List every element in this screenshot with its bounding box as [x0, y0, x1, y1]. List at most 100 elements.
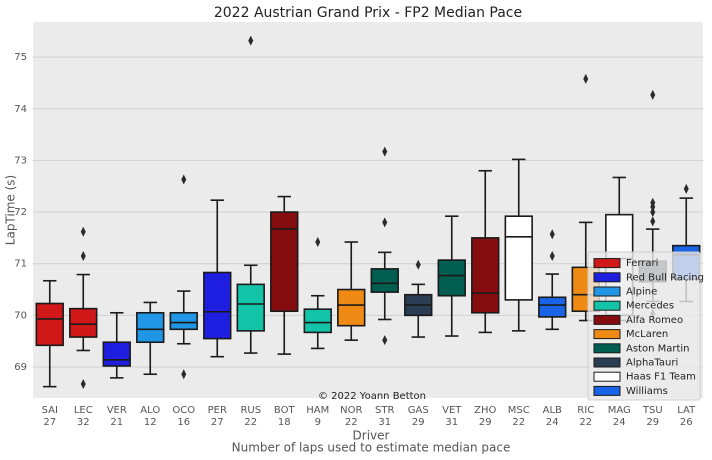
legend-swatch — [593, 300, 621, 311]
legend-swatch — [593, 371, 621, 382]
x-tick-sublabel: 27 — [211, 417, 224, 428]
outlier — [382, 335, 388, 346]
x-tick-sublabel: 32 — [77, 417, 90, 428]
legend-swatch — [593, 258, 621, 269]
outlier — [248, 35, 254, 46]
x-tick-label: LAT — [677, 405, 696, 416]
legend-swatch — [593, 329, 621, 340]
legend-label: Alfa Romeo — [626, 315, 683, 326]
x-tick-label: ZHO — [474, 405, 496, 416]
box — [303, 308, 332, 334]
box — [471, 237, 500, 314]
x-tick-sublabel: 22 — [345, 417, 358, 428]
legend: Ferrari Red Bull Racing Alpine Mercedes Alfa… — [587, 251, 704, 401]
x-tick-sublabel: 29 — [479, 417, 492, 428]
outlier — [181, 174, 187, 185]
outlier — [415, 259, 421, 270]
legend-label: Aston Martin — [626, 343, 690, 354]
outlier — [650, 89, 656, 100]
box — [504, 215, 533, 301]
outlier — [650, 207, 656, 218]
x-tick-label: VET — [442, 405, 462, 416]
legend-label: Ferrari — [626, 258, 658, 269]
outlier — [650, 216, 656, 227]
box — [136, 311, 165, 344]
box — [370, 268, 399, 293]
y-tick-label: 75 — [14, 52, 27, 63]
x-tick-sublabel: 22 — [244, 417, 257, 428]
legend-label: Williams — [626, 386, 668, 397]
box — [236, 283, 265, 332]
outlier — [549, 250, 555, 261]
x-axis-sublabel: Number of laps used to estimate median p… — [232, 441, 511, 455]
x-tick-label: OCO — [172, 405, 195, 416]
x-tick-sublabel: 31 — [445, 417, 458, 428]
outlier — [80, 379, 86, 390]
y-tick-label: 69 — [14, 362, 27, 373]
x-tick-sublabel: 18 — [278, 417, 291, 428]
x-tick-label: BOT — [274, 405, 296, 416]
outlier — [650, 201, 656, 212]
x-tick-sublabel: 22 — [512, 417, 525, 428]
x-tick-label: PER — [208, 405, 227, 416]
x-tick-sublabel: 21 — [110, 417, 123, 428]
x-tick-sublabel: 22 — [579, 417, 592, 428]
legend-label: Alpine — [626, 287, 657, 298]
x-tick-label: GAS — [408, 405, 429, 416]
outlier — [683, 183, 689, 194]
x-tick-label: NOR — [340, 405, 362, 416]
y-tick-label: 72 — [14, 207, 27, 218]
box — [437, 259, 466, 297]
outlier — [382, 146, 388, 157]
box — [203, 271, 232, 340]
x-tick-label: STR — [375, 405, 394, 416]
x-tick-label: VER — [107, 405, 127, 416]
x-tick-label: ALB — [543, 405, 562, 416]
outlier — [181, 369, 187, 380]
x-tick-label: RUS — [240, 405, 261, 416]
x-tick-sublabel: 29 — [646, 417, 659, 428]
box — [35, 302, 64, 347]
outlier — [80, 226, 86, 237]
legend-label: Red Bull Racing — [626, 272, 704, 283]
outlier — [382, 217, 388, 228]
x-tick-sublabel: 12 — [144, 417, 157, 428]
x-tick-label: LEC — [74, 405, 93, 416]
legend-swatch — [593, 343, 621, 354]
box — [102, 341, 131, 367]
x-tick-label: SAI — [42, 405, 58, 416]
legend-swatch — [593, 385, 621, 396]
box — [169, 311, 198, 331]
outlier — [549, 229, 555, 240]
x-tick-label: TSU — [642, 405, 663, 416]
outlier — [80, 250, 86, 261]
legend-swatch — [593, 357, 621, 368]
y-tick-label: 71 — [14, 259, 27, 270]
annotation: © 2022 Yoann Betton — [318, 391, 426, 402]
legend-swatch — [593, 286, 621, 297]
y-tick-label: 74 — [14, 104, 27, 115]
box — [337, 288, 366, 327]
y-tick-label: 73 — [14, 155, 27, 166]
legend-label: Mercedes — [626, 301, 674, 312]
x-tick-sublabel: 24 — [546, 417, 559, 428]
outlier — [583, 73, 589, 84]
x-tick-sublabel: 26 — [680, 417, 693, 428]
x-tick-sublabel: 16 — [177, 417, 190, 428]
x-tick-label: ALO — [140, 405, 160, 416]
x-tick-sublabel: 24 — [613, 417, 626, 428]
legend-label: AlphaTauri — [626, 358, 678, 369]
x-tick-sublabel: 29 — [412, 417, 425, 428]
y-tick-label: 70 — [14, 310, 27, 321]
x-tick-label: HAM — [306, 405, 329, 416]
legend-label: McLaren — [626, 329, 668, 340]
x-tick-sublabel: 27 — [43, 417, 56, 428]
box — [538, 296, 567, 318]
chart-title: 2022 Austrian Grand Prix - FP2 Median Pa… — [214, 5, 522, 21]
box — [270, 211, 299, 313]
x-tick-sublabel: 9 — [315, 417, 321, 428]
box — [69, 307, 98, 338]
x-axis-label: Driver — [353, 429, 390, 443]
x-tick-label: RIC — [577, 405, 594, 416]
